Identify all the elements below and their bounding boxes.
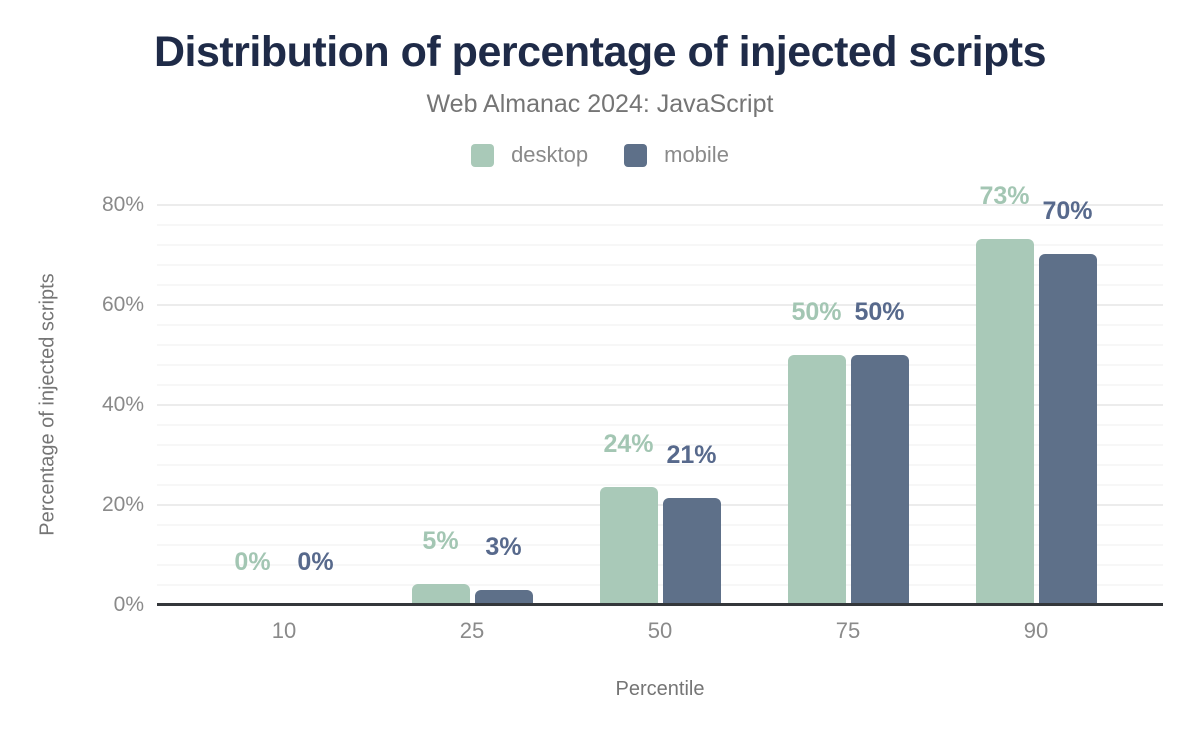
- bar-value-label-mobile-p10: 0%: [297, 548, 334, 576]
- y-tick-label: 0%: [113, 593, 144, 616]
- gridline: [157, 504, 1163, 506]
- bar-col-desktop-p50: 24%: [599, 432, 658, 605]
- bar-group-p10: 0% 0%: [190, 205, 378, 605]
- gridline: [157, 544, 1163, 546]
- bar-value-label-mobile-p50: 21%: [666, 441, 717, 469]
- gridline: [157, 404, 1163, 406]
- gridline: [157, 364, 1163, 366]
- gridline: [157, 344, 1163, 346]
- gridline: [157, 564, 1163, 566]
- desktop-swatch-icon: [471, 143, 495, 167]
- bar-group-p25: 5% 3%: [378, 205, 566, 605]
- x-axis-line: [157, 603, 1163, 606]
- bar-col-mobile-p50: 21%: [662, 443, 721, 605]
- bar-col-desktop-p90: 73%: [975, 184, 1034, 605]
- y-tick-label: 80%: [101, 193, 144, 216]
- y-tick-label: 20%: [101, 493, 144, 516]
- y-tick-label: 60%: [101, 293, 144, 316]
- bar-mobile-p25[interactable]: [474, 590, 533, 605]
- bar-group-p90: 73% 70%: [942, 184, 1130, 605]
- mobile-swatch-icon: [624, 143, 648, 167]
- bar-col-mobile-p75: 50%: [850, 300, 909, 605]
- bar-mobile-p90[interactable]: [1038, 253, 1097, 605]
- bar-value-label-mobile-p25: 3%: [485, 533, 522, 561]
- bar-value-label-desktop-p90: 73%: [979, 182, 1030, 210]
- bar-group-p50: 24% 21%: [566, 205, 754, 605]
- gridline: [157, 204, 1163, 206]
- legend-entry-desktop[interactable]: desktop: [471, 142, 588, 168]
- gridline: [157, 484, 1163, 486]
- y-tick-label: 40%: [101, 393, 144, 416]
- legend-entry-mobile[interactable]: mobile: [624, 142, 729, 168]
- x-tick-label-p50: 50: [647, 618, 673, 643]
- gridline: [157, 424, 1163, 426]
- bar-value-label-desktop-p10: 0%: [234, 548, 271, 576]
- bar-value-label-desktop-p75: 50%: [791, 298, 842, 326]
- gridline: [157, 524, 1163, 526]
- x-tick-label-p75: 75: [835, 618, 861, 643]
- x-tick-label-p25: 25: [459, 618, 485, 643]
- gridline: [157, 224, 1163, 226]
- gridline: [157, 464, 1163, 466]
- bar-col-mobile-p25: 3%: [474, 535, 533, 605]
- gridline: [157, 284, 1163, 286]
- gridline: [157, 584, 1163, 586]
- legend-label-desktop: desktop: [511, 142, 589, 167]
- bar-col-desktop-p75: 50%: [787, 300, 846, 605]
- gridline: [157, 444, 1163, 446]
- chart-subtitle: Web Almanac 2024: JavaScript: [426, 90, 774, 118]
- bar-value-label-mobile-p75: 50%: [854, 298, 905, 326]
- bar-mobile-p75[interactable]: [850, 355, 909, 605]
- bar-desktop-p25[interactable]: [411, 583, 470, 605]
- x-tick-label-p90: 90: [1023, 618, 1049, 643]
- bar-group-p75: 50% 50%: [754, 205, 942, 605]
- gridline: [157, 384, 1163, 386]
- x-tick-label-p10: 10: [271, 618, 297, 643]
- bar-desktop-p50[interactable]: [599, 487, 658, 605]
- bar-value-label-desktop-p50: 24%: [603, 430, 654, 458]
- gridline: [157, 304, 1163, 306]
- bar-value-label-desktop-p25: 5%: [422, 526, 459, 555]
- bar-desktop-p75[interactable]: [787, 355, 846, 605]
- bar-col-mobile-p90: 70%: [1038, 198, 1097, 605]
- bar-mobile-p50[interactable]: [662, 498, 721, 605]
- chart-title: Distribution of percentage of injected s…: [153, 28, 1047, 76]
- gridline: [157, 324, 1163, 326]
- x-axis-title: Percentile: [615, 678, 705, 700]
- bar-value-label-mobile-p90: 70%: [1042, 196, 1093, 225]
- bar-desktop-p90[interactable]: [975, 239, 1034, 605]
- legend: desktop mobile: [0, 142, 1200, 168]
- gridline: [157, 244, 1163, 246]
- legend-label-mobile: mobile: [664, 142, 729, 167]
- plot-area: 0% 0% 5% 3% 24% 21% 50% 50% 73% 70%: [157, 184, 1163, 605]
- bar-col-desktop-p25: 5%: [411, 528, 470, 605]
- gridline: [157, 264, 1163, 266]
